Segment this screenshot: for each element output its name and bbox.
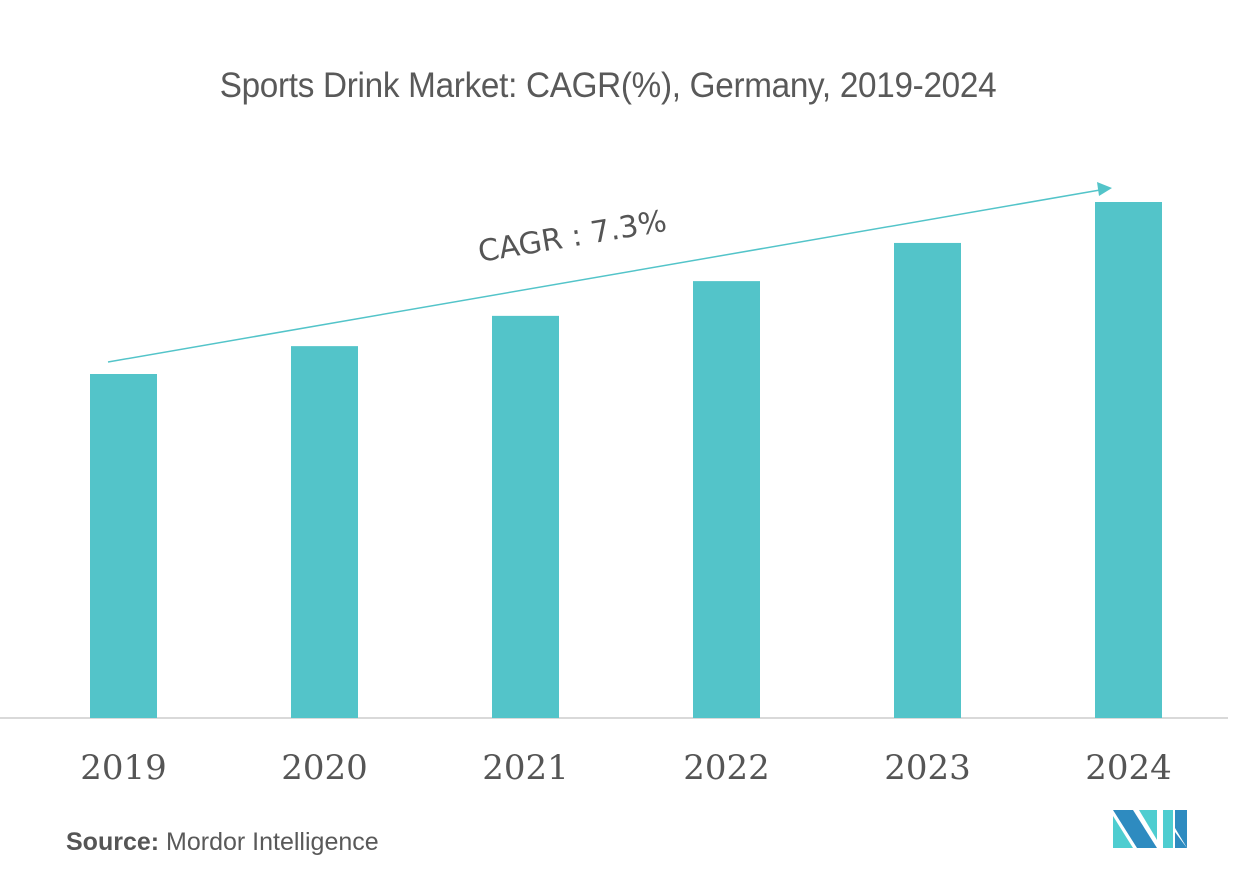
x-tick-label-2022: 2022: [683, 748, 770, 788]
x-tick-label-2021: 2021: [482, 748, 569, 788]
bar-2024: [1095, 202, 1162, 718]
source-label: Source:: [66, 828, 160, 856]
x-tick-label-2019: 2019: [80, 748, 167, 788]
bar-2022: [693, 281, 760, 718]
bars-group: [90, 202, 1162, 718]
x-tick-labels: 2019 2020 2021 2022 2023 2024: [80, 748, 1172, 788]
source-text: Mordor Intelligence: [166, 828, 379, 856]
x-tick-label-2023: 2023: [884, 748, 971, 788]
bar-2021: [492, 315, 559, 718]
cagr-arrow-line: [107, 189, 1101, 363]
bar-2020: [291, 346, 358, 718]
cagr-annotation: CAGR : 7.3%: [107, 182, 1112, 363]
cagr-label: CAGR : 7.3%: [476, 204, 670, 270]
cagr-arrow-head: [1097, 182, 1112, 196]
chart-title: Sports Drink Market: CAGR(%), Germany, 2…: [219, 66, 997, 105]
bar-2023: [894, 242, 961, 718]
x-tick-label-2020: 2020: [281, 748, 368, 788]
source-note: Source: Mordor Intelligence: [66, 828, 379, 857]
bar-2019: [90, 374, 157, 718]
x-tick-label-2024: 2024: [1085, 748, 1172, 788]
mordor-intelligence-logo-icon: [1113, 810, 1187, 848]
